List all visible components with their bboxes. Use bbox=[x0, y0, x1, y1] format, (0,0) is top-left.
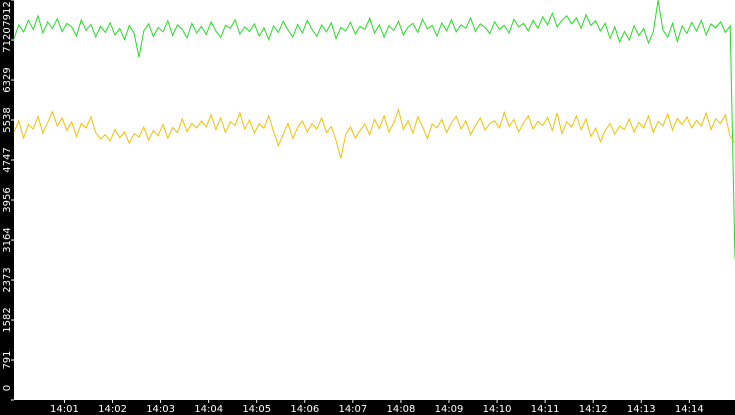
x-tick-label: 14:01 bbox=[50, 404, 79, 415]
x-tick-label: 14:08 bbox=[387, 404, 416, 415]
x-tick-label: 14:03 bbox=[146, 404, 175, 415]
y-tick-label: 6329 bbox=[2, 67, 13, 92]
y-tick-label: 0 bbox=[2, 385, 13, 391]
x-tick-label: 14:09 bbox=[435, 404, 464, 415]
y-tick-label: 7120 bbox=[2, 27, 13, 52]
y-tick-label: 7912 bbox=[2, 1, 13, 26]
y-tick-label: 791 bbox=[2, 350, 13, 369]
x-tick-label: 14:02 bbox=[98, 404, 127, 415]
y-tick-label: 1582 bbox=[2, 307, 13, 332]
y-tick-label: 3956 bbox=[2, 187, 13, 212]
x-tick-label: 14:13 bbox=[627, 404, 656, 415]
x-tick-label: 14:10 bbox=[483, 404, 512, 415]
y-tick-label: 3164 bbox=[2, 227, 13, 252]
series-line bbox=[13, 108, 735, 159]
y-axis-bar bbox=[0, 0, 14, 415]
x-tick-label: 14:12 bbox=[579, 404, 608, 415]
x-axis-bar bbox=[0, 400, 735, 415]
x-tick-label: 14:05 bbox=[242, 404, 271, 415]
x-tick-label: 14:11 bbox=[531, 404, 560, 415]
x-tick-label: 14:06 bbox=[290, 404, 319, 415]
y-tick-label: 4747 bbox=[2, 147, 13, 172]
x-tick-label: 14:07 bbox=[338, 404, 367, 415]
y-tick-label: 5538 bbox=[2, 107, 13, 132]
y-tick-label: 2373 bbox=[2, 267, 13, 292]
series-line bbox=[13, 0, 735, 259]
x-tick-label: 14:14 bbox=[675, 404, 704, 415]
x-tick-label: 14:04 bbox=[194, 404, 223, 415]
